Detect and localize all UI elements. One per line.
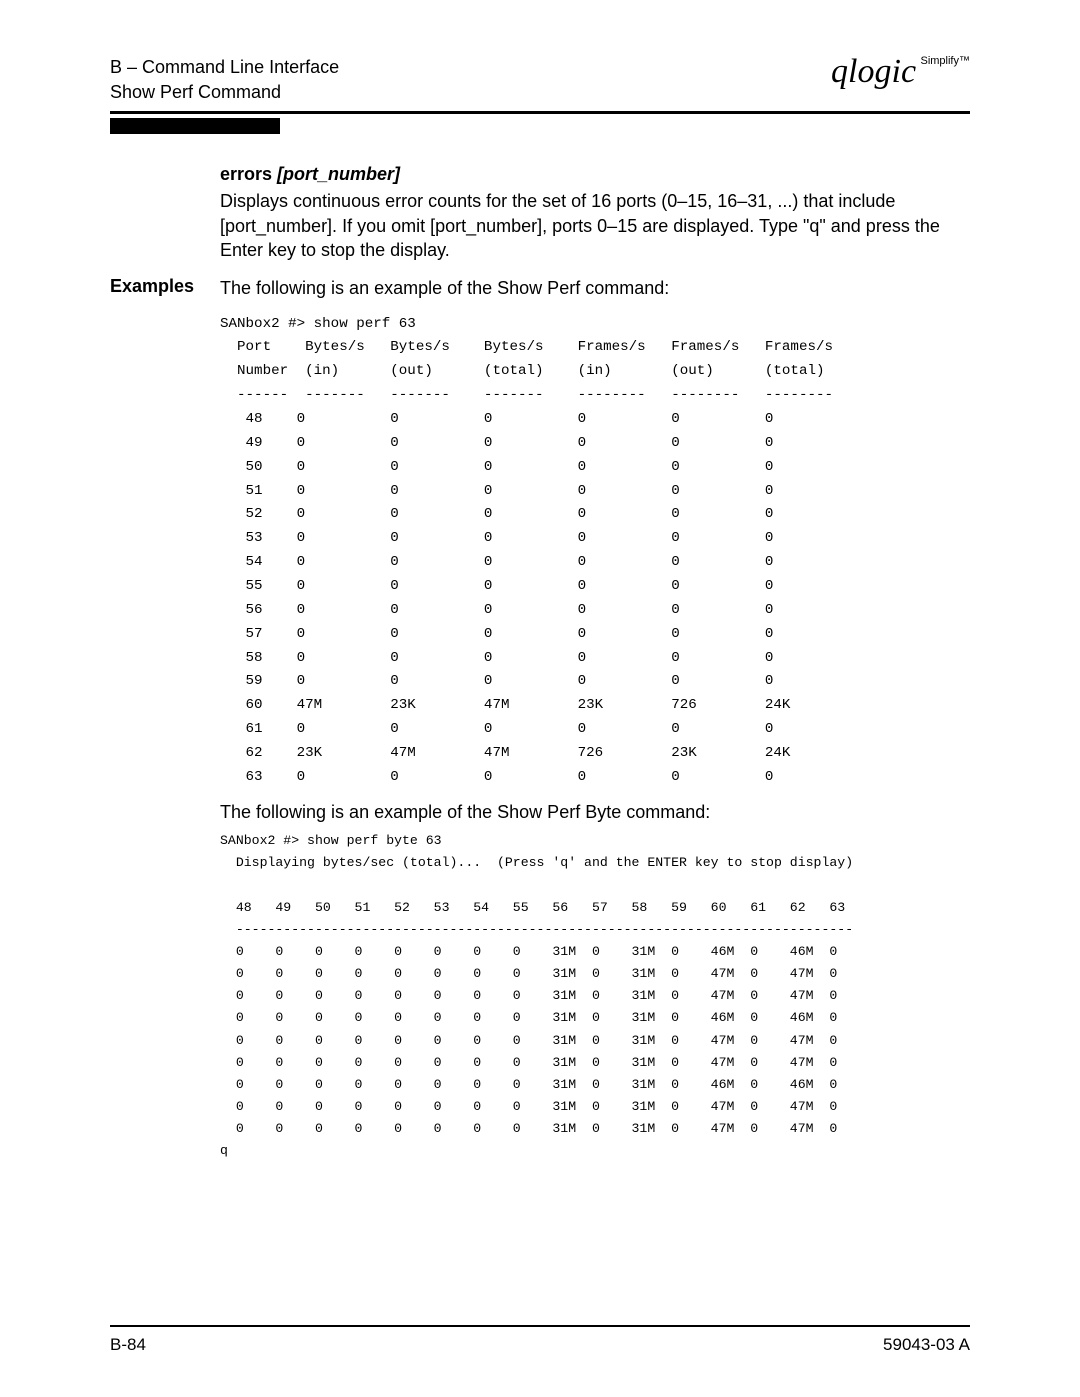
- footer-left: B-84: [110, 1335, 146, 1355]
- footer-right: 59043-03 A: [883, 1335, 970, 1355]
- header-left: B – Command Line Interface Show Perf Com…: [110, 55, 339, 105]
- example2-output: SANbox2 #> show perf byte 63 Displaying …: [220, 830, 970, 1163]
- errors-title-bold: errors: [220, 164, 272, 184]
- logo-sub: Simplify™: [920, 55, 970, 67]
- example2-intro: The following is an example of the Show …: [220, 800, 970, 824]
- header-right: qlogic Simplify™: [831, 55, 970, 89]
- errors-description: Displays continuous error counts for the…: [220, 189, 970, 262]
- example1-output: SANbox2 #> show perf 63 Port Bytes/s Byt…: [220, 313, 970, 790]
- example1-intro: The following is an example of the Show …: [220, 276, 669, 300]
- header-line2: Show Perf Command: [110, 80, 339, 105]
- examples-label: Examples: [110, 276, 220, 297]
- page-header: B – Command Line Interface Show Perf Com…: [110, 55, 970, 114]
- page-footer: B-84 59043-03 A: [110, 1325, 970, 1355]
- errors-title: errors [port_number]: [220, 164, 970, 185]
- logo-text: qlogic: [831, 53, 916, 90]
- header-line1: B – Command Line Interface: [110, 55, 339, 80]
- errors-title-italic: [port_number]: [277, 164, 400, 184]
- black-bar: [110, 118, 280, 134]
